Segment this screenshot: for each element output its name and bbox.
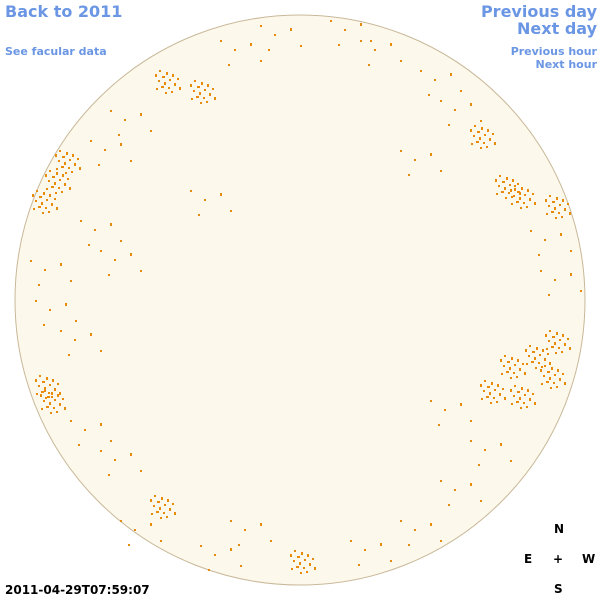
facular-link[interactable]: See facular data (5, 45, 107, 58)
compass-south: S (554, 582, 563, 596)
compass-center: + (553, 552, 564, 566)
compass-north: N (554, 522, 565, 536)
previous-hour-link[interactable]: Previous hour (510, 45, 597, 58)
previous-day-link[interactable]: Previous day (480, 2, 597, 21)
next-hour-link[interactable]: Next hour (535, 58, 598, 71)
timestamp: 2011-04-29T07:59:07 (5, 583, 150, 597)
back-link[interactable]: Back to 2011 (5, 2, 123, 21)
next-day-link[interactable]: Next day (517, 19, 597, 38)
solar-disk (14, 14, 586, 586)
compass-east: E (524, 552, 533, 566)
compass-west: W (582, 552, 596, 566)
